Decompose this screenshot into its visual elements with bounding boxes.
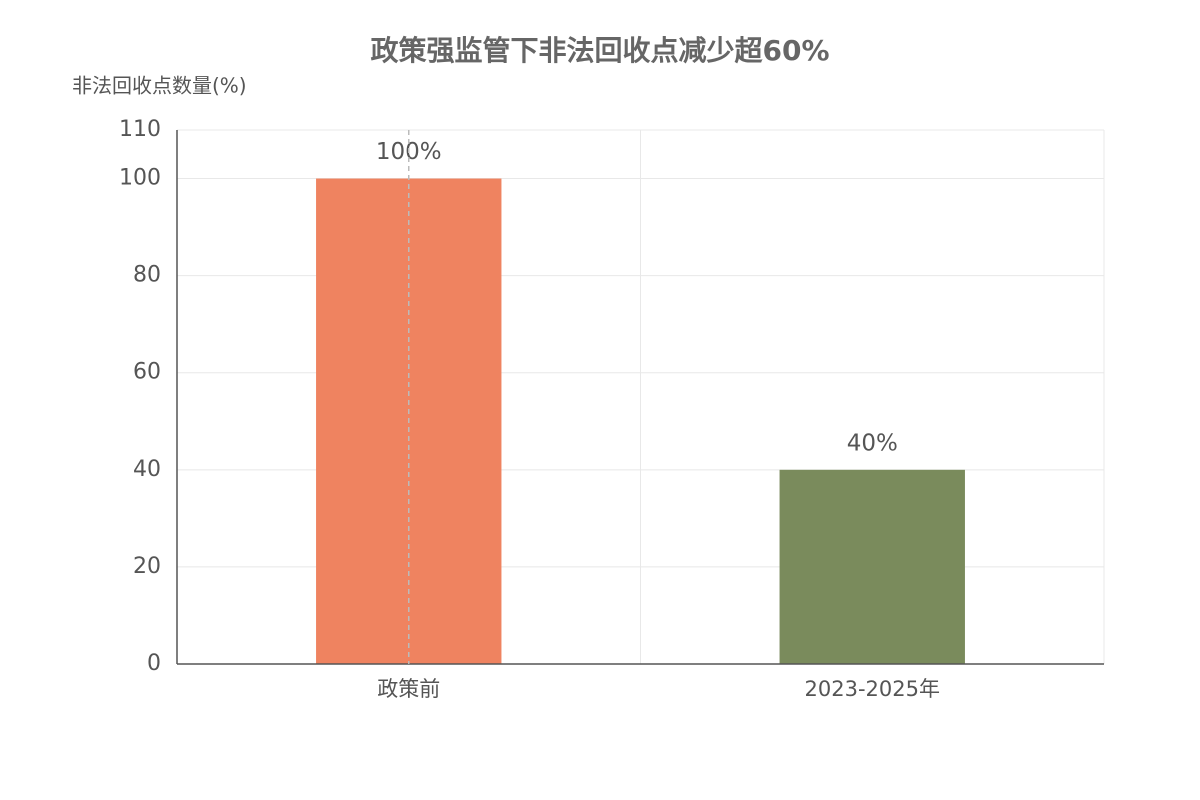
bar xyxy=(779,469,965,664)
value-label: 40% xyxy=(847,430,898,456)
y-tick-label: 60 xyxy=(133,360,161,385)
y-tick-label: 100 xyxy=(119,166,161,191)
y-axis-label: 非法回收点数量(%) xyxy=(72,74,247,98)
y-tick-label: 40 xyxy=(133,457,161,482)
y-tick-label: 0 xyxy=(147,651,161,676)
y-tick-label: 110 xyxy=(119,117,161,142)
y-tick-label: 80 xyxy=(133,263,161,288)
y-tick-label: 20 xyxy=(133,554,161,579)
chart-title: 政策强监管下非法回收点减少超60% xyxy=(370,34,829,67)
x-tick-label: 政策前 xyxy=(377,677,440,701)
x-tick-label: 2023-2025年 xyxy=(805,677,940,701)
